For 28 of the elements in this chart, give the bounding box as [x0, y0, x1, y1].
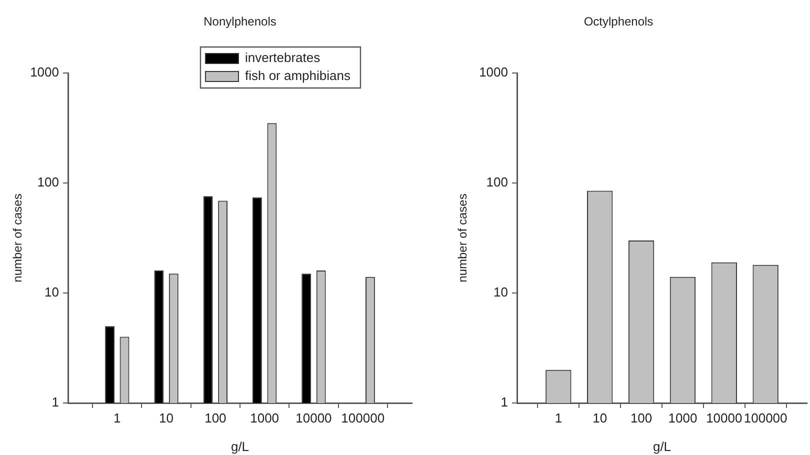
- x-axis-title: g/L: [230, 438, 250, 454]
- x-tick-label: 10000: [706, 410, 742, 426]
- y-axis-title: number of cases: [456, 194, 470, 282]
- y-tick-label: 1000: [30, 64, 59, 80]
- x-tick-label: 100: [630, 410, 652, 426]
- x-tick-label: 1: [554, 410, 562, 426]
- y-tick-label: 100: [37, 174, 59, 190]
- x-tick-label: 10000: [296, 410, 332, 426]
- y-axis-title: number of cases: [10, 194, 25, 282]
- legend-label: fish or amphibians: [244, 68, 351, 84]
- x-tick-label: 1: [114, 410, 121, 426]
- x-tick-label: 100000: [341, 410, 385, 426]
- x-tick-label: 1000: [250, 410, 280, 426]
- y-tick-label: 1000: [479, 64, 508, 80]
- x-tick-label: 1000: [668, 410, 698, 426]
- chart-title: Nonylphenols: [204, 14, 276, 29]
- y-tick-label: 1: [52, 394, 59, 410]
- chart-title: Octylphenols: [584, 14, 654, 29]
- y-tick-label: 10: [494, 284, 508, 300]
- x-tick-label: 100: [204, 410, 226, 426]
- x-tick-label: 100000: [744, 410, 788, 426]
- x-axis-title: g/L: [652, 438, 672, 454]
- y-tick-label: 100: [486, 174, 508, 190]
- legend-label: invertebrates: [244, 50, 321, 66]
- y-tick-label: 10: [44, 284, 59, 300]
- y-tick-label: 1: [500, 394, 508, 410]
- x-tick-label: 10: [159, 410, 174, 426]
- x-tick-label: 10: [592, 410, 608, 426]
